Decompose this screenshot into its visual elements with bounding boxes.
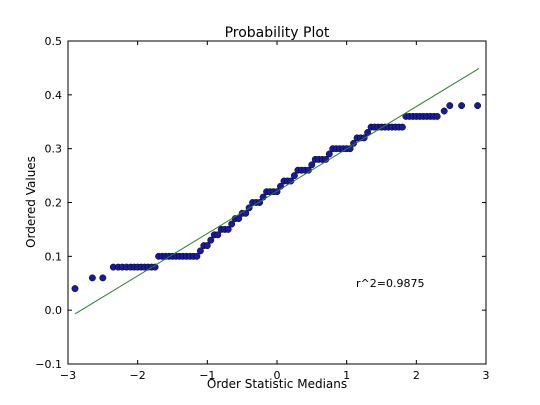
data-point-30 (207, 236, 215, 244)
x-tick-label: −2 (130, 369, 146, 382)
data-point-35 (224, 225, 232, 233)
fit-line (74, 68, 480, 315)
x-axis-label: Order Statistic Medians (207, 377, 347, 391)
data-point-29 (203, 242, 211, 250)
y-tick-label: 0.1 (45, 250, 63, 263)
data-point-95 (433, 112, 441, 120)
data-point-26 (193, 252, 201, 260)
y-tick-label: −0.1 (35, 358, 62, 371)
data-point-38 (235, 215, 243, 223)
data-point-36 (228, 220, 236, 228)
y-tick-label: 0.0 (45, 304, 63, 317)
data-point-98 (458, 102, 466, 110)
data-point-85 (398, 123, 406, 131)
x-tick-label: 2 (413, 369, 420, 382)
y-tick-label: 0.2 (45, 197, 63, 210)
data-point-32 (214, 231, 222, 239)
axes-frame (67, 40, 487, 365)
data-point-97 (446, 102, 454, 110)
x-axis: −3 −2 −1 0 1 2 3 (60, 41, 490, 382)
y-axis-label: Ordered Values (24, 156, 38, 248)
x-tick-label: −3 (60, 369, 76, 382)
data-point-2 (99, 274, 107, 282)
chart-title: Probability Plot (225, 25, 330, 41)
y-tick-label: 0.5 (45, 35, 63, 48)
data-point-71 (350, 139, 358, 147)
data-point-27 (196, 247, 204, 255)
plot-area (71, 68, 482, 315)
data-point-99 (474, 102, 482, 110)
data-point-59 (308, 161, 316, 169)
data-point-0 (71, 285, 79, 293)
y-axis: −0.1 0.0 0.1 0.2 0.3 0.4 0.5 (35, 35, 486, 371)
data-point-54 (290, 172, 298, 180)
x-tick-label: 0 (274, 369, 281, 382)
y-tick-label: 0.3 (45, 143, 63, 156)
data-point-1 (88, 274, 96, 282)
x-tick-label: 3 (483, 369, 490, 382)
x-tick-label: 1 (343, 369, 350, 382)
data-point-96 (440, 107, 448, 115)
y-tick-label: 0.4 (45, 89, 63, 102)
r-squared-annotation: r^2=0.9875 (356, 277, 424, 290)
x-tick-label: −1 (199, 369, 215, 382)
data-point-64 (325, 150, 333, 158)
